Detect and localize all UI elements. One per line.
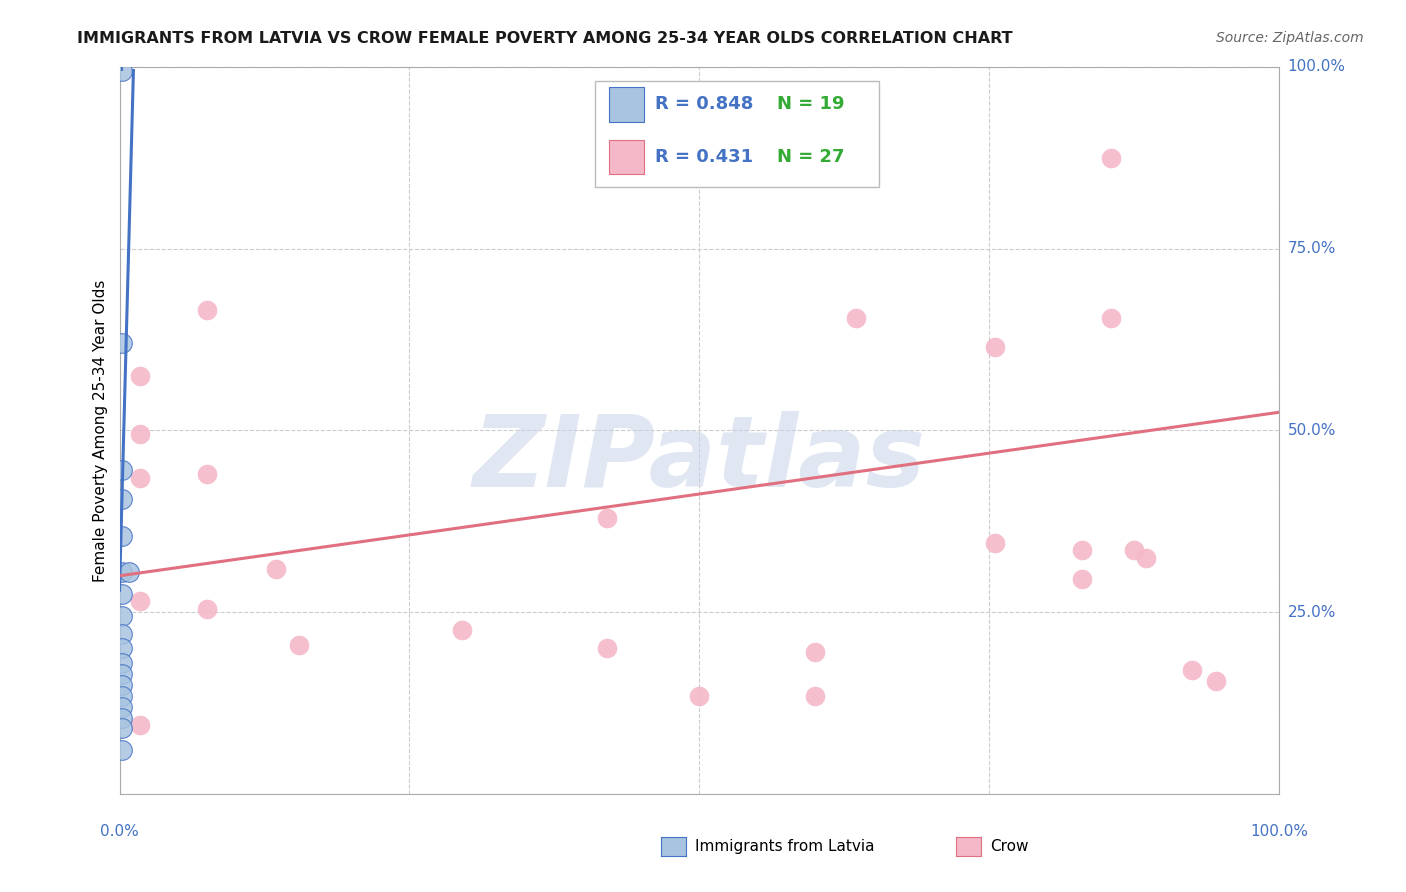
Y-axis label: Female Poverty Among 25-34 Year Olds: Female Poverty Among 25-34 Year Olds [93, 279, 108, 582]
Point [1135, 550, 1157, 565]
Point [1099, 310, 1122, 325]
Point [111, 492, 134, 507]
Text: IMMIGRANTS FROM LATVIA VS CROW FEMALE POVERTY AMONG 25-34 YEAR OLDS CORRELATION : IMMIGRANTS FROM LATVIA VS CROW FEMALE PO… [77, 31, 1012, 46]
Point [111, 678, 134, 692]
Text: R = 0.848: R = 0.848 [655, 95, 754, 113]
Point [845, 310, 868, 325]
Point [1123, 543, 1146, 558]
Point [804, 689, 827, 703]
Point [111, 587, 134, 601]
Point [195, 467, 218, 481]
Point [129, 718, 152, 732]
Point [118, 565, 141, 579]
Point [288, 638, 311, 652]
Point [596, 641, 619, 656]
Point [984, 536, 1007, 550]
Text: R = 0.431: R = 0.431 [655, 148, 754, 166]
Point [129, 427, 152, 442]
Point [1205, 674, 1227, 689]
Point [111, 463, 134, 477]
Text: 0.0%: 0.0% [100, 824, 139, 839]
Point [195, 303, 218, 318]
Point [111, 63, 134, 78]
Point [1099, 151, 1122, 165]
Point [111, 656, 134, 670]
Text: 25.0%: 25.0% [1288, 605, 1336, 620]
Point [129, 470, 152, 484]
Point [111, 667, 134, 681]
Point [111, 641, 134, 656]
Text: ZIPatlas: ZIPatlas [472, 411, 927, 508]
Bar [609, 139, 644, 175]
Text: N = 27: N = 27 [778, 148, 845, 166]
Point [1071, 543, 1094, 558]
Point [689, 689, 711, 703]
Point [111, 565, 134, 579]
Point [596, 510, 619, 524]
Point [111, 743, 134, 757]
FancyBboxPatch shape [595, 81, 879, 186]
Point [129, 594, 152, 608]
Point [111, 627, 134, 641]
Point [111, 699, 134, 714]
Point [111, 608, 134, 623]
Point [450, 624, 472, 638]
Text: 75.0%: 75.0% [1288, 241, 1336, 256]
Text: Immigrants from Latvia: Immigrants from Latvia [695, 839, 875, 854]
Point [111, 722, 134, 736]
Text: Crow: Crow [990, 839, 1028, 854]
Point [804, 645, 827, 659]
Bar [609, 87, 644, 122]
Point [264, 561, 287, 575]
Point [111, 710, 134, 724]
Text: 50.0%: 50.0% [1288, 423, 1336, 438]
Point [1071, 573, 1094, 587]
Point [984, 340, 1007, 354]
Text: Source: ZipAtlas.com: Source: ZipAtlas.com [1216, 31, 1364, 45]
Text: 100.0%: 100.0% [1250, 824, 1309, 839]
Text: 100.0%: 100.0% [1288, 60, 1346, 74]
Point [129, 368, 152, 383]
Point [111, 689, 134, 703]
Point [195, 601, 218, 615]
Point [111, 529, 134, 543]
Point [1181, 663, 1204, 677]
Text: N = 19: N = 19 [778, 95, 845, 113]
Point [111, 336, 134, 351]
